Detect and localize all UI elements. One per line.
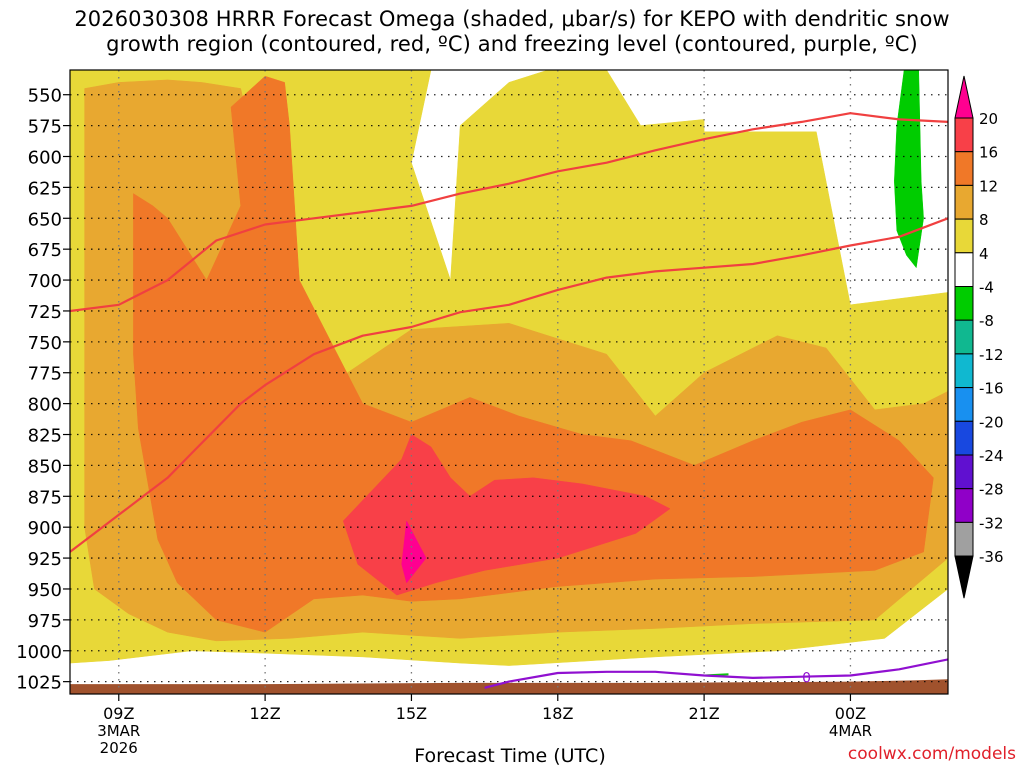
y-tick-label-950: 950 xyxy=(28,580,62,601)
colorbar-box--8 xyxy=(954,286,974,321)
colorbar-label-8: 8 xyxy=(979,211,989,229)
x-tick-label-12Z: 12Z xyxy=(249,704,280,723)
colorbar-label--24: -24 xyxy=(979,447,1004,465)
colorbar-box--28 xyxy=(954,454,974,490)
chart-title-line1: 2026030308 HRRR Forecast Omega (shaded, … xyxy=(74,7,950,31)
colorbar-label--28: -28 xyxy=(979,481,1004,499)
x-tick-date-09Z: 3MAR xyxy=(97,722,140,740)
colorbar-label-12: 12 xyxy=(979,177,998,195)
colorbar-box-4 xyxy=(954,218,974,254)
y-tick-label-700: 700 xyxy=(28,271,62,292)
colorbar-label--36: -36 xyxy=(979,548,1004,566)
x-tick-label-18Z: 18Z xyxy=(542,704,573,723)
omega-region-4 xyxy=(401,520,427,584)
y-tick-label-1000: 1000 xyxy=(16,642,62,663)
freezing-level-label: 0 xyxy=(802,671,811,687)
y-tick-label-750: 750 xyxy=(28,333,62,354)
y-tick-label-825: 825 xyxy=(28,426,62,447)
chart-title-line2: growth region (contoured, red, ºC) and f… xyxy=(106,32,918,56)
x-axis-label: Forecast Time (UTC) xyxy=(414,745,606,767)
colorbar-label--16: -16 xyxy=(979,380,1004,398)
y-tick-label-600: 600 xyxy=(28,147,62,168)
y-tick-label-1025: 1025 xyxy=(16,673,62,694)
colorbar-label-16: 16 xyxy=(979,144,998,162)
y-tick-label-850: 850 xyxy=(28,456,62,477)
colorbar-label--12: -12 xyxy=(979,346,1004,364)
terrain-fill xyxy=(70,679,948,694)
plot-frame xyxy=(69,69,949,695)
colorbar-label--32: -32 xyxy=(979,514,1004,532)
colorbar-box--24 xyxy=(954,420,974,456)
x-tick-label-09Z: 09Z xyxy=(103,704,134,723)
dendritic-contour-upper xyxy=(70,112,948,313)
y-tick-label-575: 575 xyxy=(28,117,62,138)
colorbar-label-4: 4 xyxy=(979,245,989,263)
colorbar-box-8 xyxy=(954,184,974,220)
colorbar-bottom-arrow xyxy=(954,555,974,599)
x-tick-year-09Z: 2026 xyxy=(100,739,138,757)
y-tick-label-775: 775 xyxy=(28,364,62,385)
colorbar-box--32 xyxy=(954,488,974,523)
freezing-level-contour xyxy=(484,658,948,689)
omega-region-5 xyxy=(894,70,924,268)
y-tick-label-625: 625 xyxy=(28,178,62,199)
colorbar-box-16 xyxy=(954,117,974,153)
colorbar-box--20 xyxy=(954,387,974,422)
credit-text: coolwx.com/models xyxy=(847,744,1016,764)
y-tick-label-725: 725 xyxy=(28,302,62,323)
x-tick-label-21Z: 21Z xyxy=(688,704,719,723)
colorbar-label--20: -20 xyxy=(979,413,1004,431)
y-tick-label-550: 550 xyxy=(28,86,62,107)
dendritic-contour-lower xyxy=(70,217,948,553)
y-tick-label-975: 975 xyxy=(28,611,62,632)
colorbar-box-12 xyxy=(954,151,974,186)
omega-region-2 xyxy=(133,75,934,633)
colorbar-box--36 xyxy=(954,521,974,557)
colorbar-box--12 xyxy=(954,319,974,355)
colorbar-top-arrow xyxy=(954,75,974,119)
y-tick-label-650: 650 xyxy=(28,209,62,230)
colorbar-label--8: -8 xyxy=(979,312,994,330)
colorbar-box--4 xyxy=(954,252,974,288)
colorbar-box--16 xyxy=(954,353,974,389)
y-tick-label-925: 925 xyxy=(28,549,62,570)
y-tick-label-875: 875 xyxy=(28,487,62,508)
y-tick-label-900: 900 xyxy=(28,518,62,539)
x-tick-date-00Z: 4MAR xyxy=(829,722,872,740)
x-tick-label-15Z: 15Z xyxy=(396,704,427,723)
colorbar-label--4: -4 xyxy=(979,279,994,297)
y-tick-label-675: 675 xyxy=(28,240,62,261)
x-tick-label-00Z: 00Z xyxy=(835,704,866,723)
y-tick-label-800: 800 xyxy=(28,395,62,416)
colorbar-label-20: 20 xyxy=(979,110,998,128)
